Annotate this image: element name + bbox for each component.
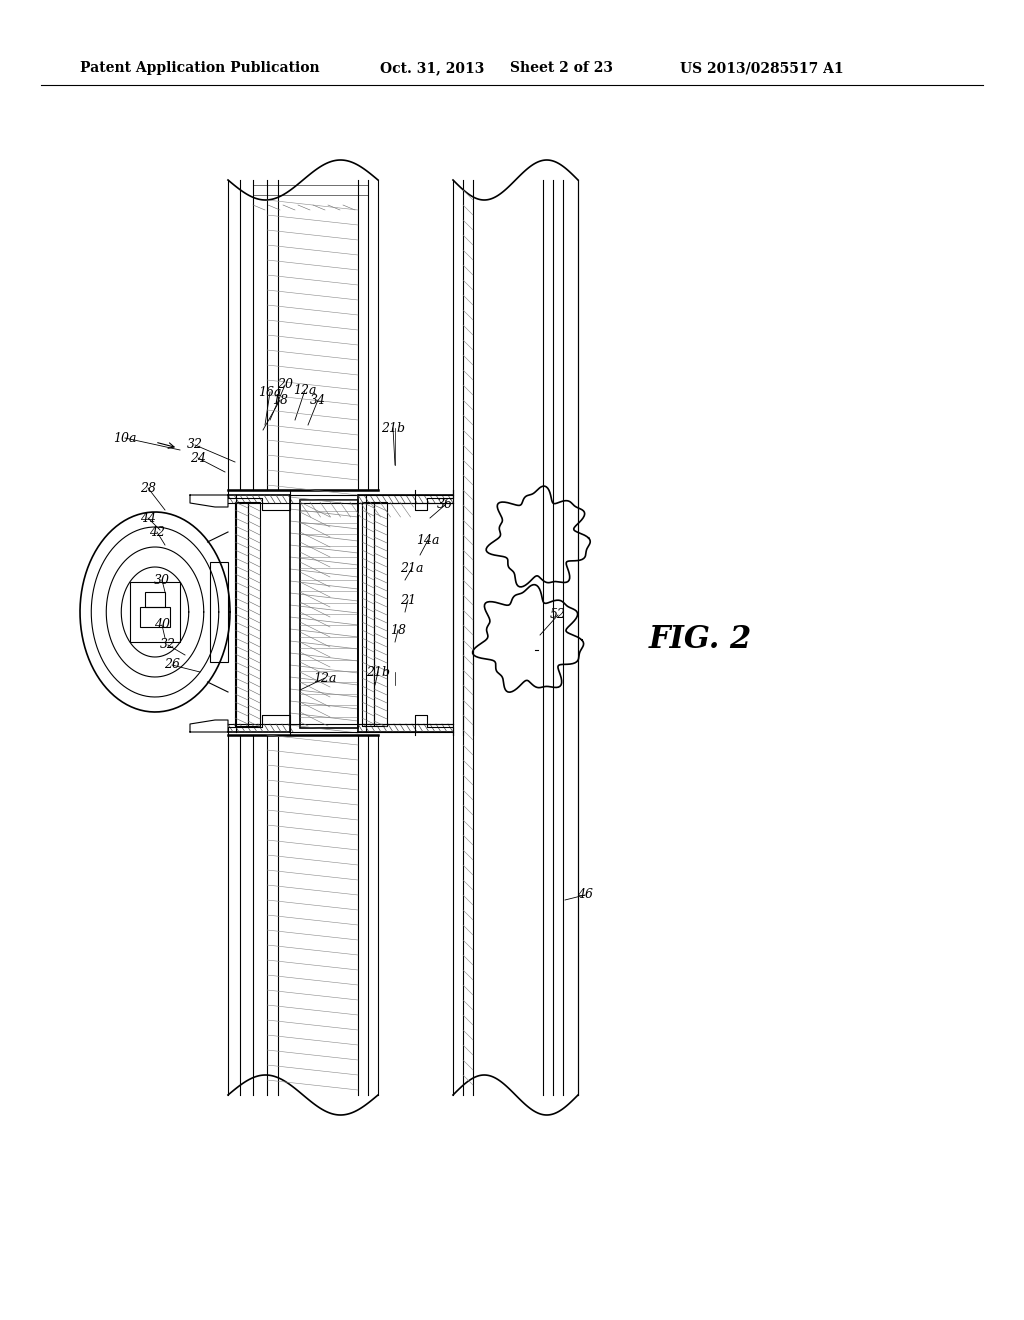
Text: 10a: 10a [114,432,137,445]
Text: 14a: 14a [416,533,439,546]
Text: 12a: 12a [293,384,316,396]
Text: 32: 32 [160,639,176,652]
Text: 20: 20 [278,379,293,392]
Text: 18: 18 [272,393,288,407]
Text: 21a: 21a [400,561,424,574]
Text: 34: 34 [310,393,326,407]
Text: 16a: 16a [258,385,282,399]
Text: 26: 26 [164,659,180,672]
Text: 32: 32 [187,438,203,451]
Text: US 2013/0285517 A1: US 2013/0285517 A1 [680,61,844,75]
Text: 28: 28 [140,482,156,495]
Text: 42: 42 [150,525,165,539]
Text: 18: 18 [390,623,406,636]
Bar [145,591,165,607]
Text: 21: 21 [400,594,416,606]
Text: 24: 24 [190,451,206,465]
Bar [130,582,180,642]
Text: 44: 44 [140,511,156,524]
Text: Sheet 2 of 23: Sheet 2 of 23 [510,61,613,75]
Text: 36: 36 [437,499,453,511]
Text: 46: 46 [577,888,593,902]
Bar [140,607,170,627]
Text: 52: 52 [550,609,566,622]
Text: 21b: 21b [381,421,406,434]
Bar [210,562,228,663]
Text: FIG. 2: FIG. 2 [648,624,752,656]
Text: 12a: 12a [313,672,337,685]
Bar [300,500,358,729]
Text: 30: 30 [154,573,170,586]
Text: Patent Application Publication: Patent Application Publication [80,61,319,75]
Text: 40: 40 [154,619,170,631]
Text: Oct. 31, 2013: Oct. 31, 2013 [380,61,484,75]
Text: 21b: 21b [366,665,390,678]
